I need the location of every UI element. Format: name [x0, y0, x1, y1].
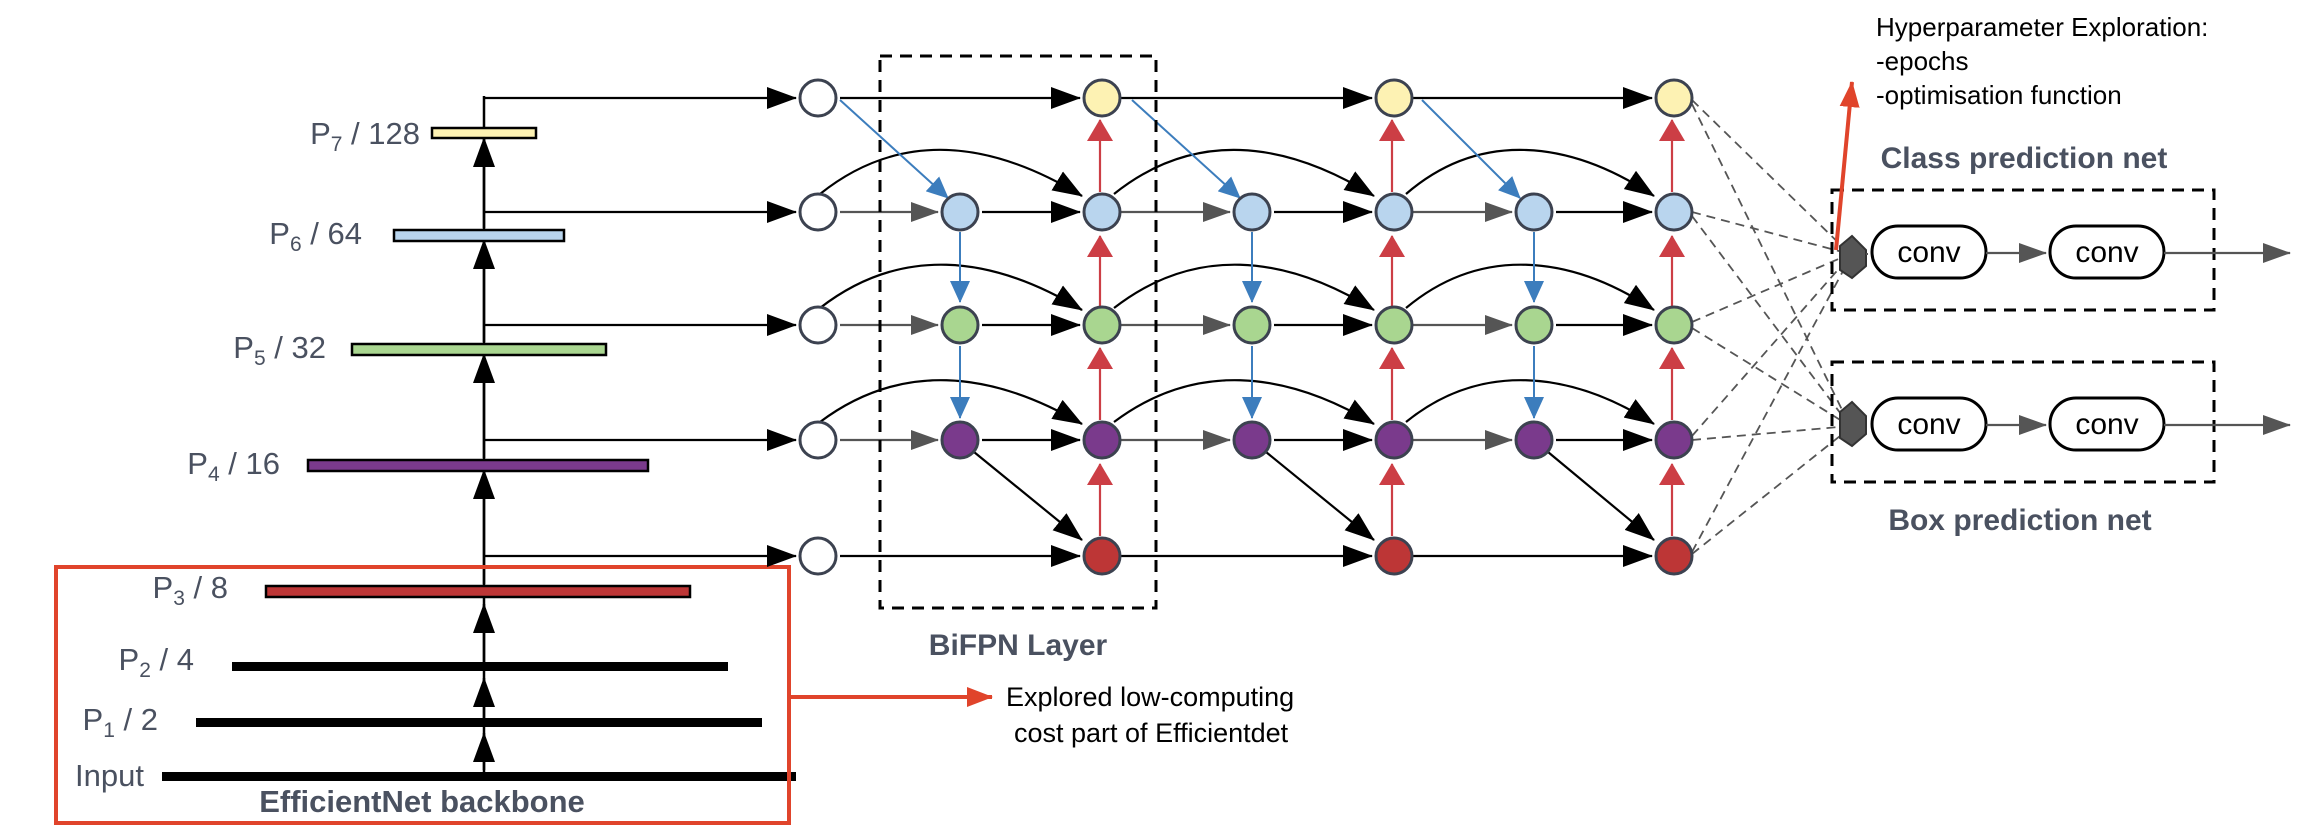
node-s2-out-p5 [1374, 305, 1414, 345]
node-s3-mid-p4 [1514, 420, 1554, 460]
arc-p6-s3 [1405, 148, 1655, 197]
black-connections [819, 87, 1655, 567]
dash-p6-class [1691, 211, 1851, 255]
label-p4: P4 / 16 [187, 446, 280, 486]
arc-p5-s3 [1405, 263, 1655, 311]
node-s2-mid-p6 [1232, 192, 1272, 232]
class-net-box [1830, 188, 2216, 312]
node-s2-out-p7 [1374, 78, 1414, 118]
node-s2-out-p4 [1374, 420, 1414, 460]
label-input: Input [75, 758, 144, 793]
node-s3-out-p3 [1654, 536, 1694, 576]
grey-connections [840, 202, 1513, 450]
box-conv-2-label: conv [2075, 408, 2138, 441]
blue-p7-p6-s1 [839, 99, 949, 199]
node-s1-mid-p4 [940, 420, 980, 460]
arc-p4-s3 [1405, 379, 1655, 425]
class-net-merge-icon [1839, 234, 1867, 280]
dash-p3-box [1691, 427, 1851, 555]
dash-p5-box [1691, 327, 1851, 427]
dash-p3-class [1691, 257, 1851, 553]
node-s1-out-p5 [1082, 305, 1122, 345]
dash-p5-class [1691, 253, 1851, 323]
nodes [798, 78, 1694, 576]
bar-p2 [232, 662, 728, 671]
node-in-p3 [798, 536, 838, 576]
edge-p4mid-p3out-s1 [973, 451, 1083, 541]
class-net-title: Class prediction net [1881, 142, 2168, 175]
node-s1-out-p6 [1082, 192, 1122, 232]
edge-p4mid-p3out-s2 [1265, 451, 1375, 541]
node-s1-out-p3 [1082, 536, 1122, 576]
dash-p7-class [1691, 99, 1851, 255]
node-in-p5 [798, 305, 838, 345]
red-connections [1087, 119, 1685, 536]
node-s1-out-p7 [1082, 78, 1122, 118]
bifpn-title: BiFPN Layer [929, 629, 1108, 662]
node-in-p7 [798, 78, 838, 118]
class-conv-1-label: conv [1897, 236, 1960, 269]
node-s2-mid-p5 [1232, 305, 1272, 345]
arc-p5-s2 [1113, 263, 1375, 311]
hyperparam-arrow [1834, 81, 1860, 251]
bar-p4 [306, 458, 650, 473]
node-s2-out-p3 [1374, 536, 1414, 576]
label-p5: P5 / 32 [233, 330, 326, 370]
node-s3-mid-p5 [1514, 305, 1554, 345]
node-in-p4 [798, 420, 838, 460]
node-s3-out-p4 [1654, 420, 1694, 460]
arc-p4-s1 [819, 379, 1083, 425]
bar-p3 [264, 584, 692, 599]
arc-p4-s2 [1113, 379, 1375, 425]
node-in-p6 [798, 192, 838, 232]
blue-p7-p6-s3 [1421, 99, 1521, 199]
node-s2-out-p6 [1374, 192, 1414, 232]
node-s1-mid-p6 [940, 192, 980, 232]
label-p1: P1 / 2 [83, 702, 158, 742]
arc-p6-s1 [819, 148, 1083, 197]
label-p3: P3 / 8 [153, 570, 228, 610]
node-s1-out-p4 [1082, 420, 1122, 460]
box-net-merge-icon [1839, 400, 1867, 448]
dash-p4-class [1691, 255, 1851, 437]
edge-p4mid-p3out-s3 [1547, 451, 1655, 541]
label-p2: P2 / 4 [119, 642, 194, 682]
box-net-title: Box prediction net [1888, 504, 2151, 537]
explored-note: Explored low-computing cost part of Effi… [1006, 682, 1302, 748]
blue-connections [839, 99, 1544, 419]
arc-p6-s2 [1113, 148, 1375, 197]
node-s3-out-p6 [1654, 192, 1694, 232]
prediction-heads: Class prediction net conv conv Box predi… [1830, 12, 2291, 537]
bar-p5 [350, 342, 608, 357]
arc-p5-s1 [819, 263, 1083, 311]
node-s3-out-p5 [1654, 305, 1694, 345]
bar-input [162, 772, 796, 781]
head-dashed-lines [1691, 99, 1851, 555]
blue-p7-p6-s2 [1131, 99, 1241, 199]
bifpn-network: BiFPN Layer [484, 54, 1851, 662]
bifpn-layer-box [878, 54, 1158, 610]
bar-p6 [392, 228, 566, 243]
hyperparam-note: Hyperparameter Exploration: -epochs -opt… [1876, 12, 2216, 110]
backbone-title: EfficientNet backbone [259, 784, 585, 819]
box-net-box [1830, 360, 2216, 484]
dash-p4-box [1691, 425, 1851, 441]
bar-p1 [196, 718, 762, 727]
class-conv-2-label: conv [2075, 236, 2138, 269]
label-p7: P7 / 128 [310, 116, 420, 156]
input-lines [484, 87, 797, 567]
label-p6: P6 / 64 [269, 216, 362, 256]
node-s3-out-p7 [1654, 78, 1694, 118]
backbone: P7 / 128 P6 / 64 P5 / 32 P4 / 16 P3 / 8 … [54, 96, 1302, 825]
node-s3-mid-p6 [1514, 192, 1554, 232]
bar-p7 [430, 126, 538, 140]
node-s1-mid-p5 [940, 305, 980, 345]
box-conv-1-label: conv [1897, 408, 1960, 441]
node-s2-mid-p4 [1232, 420, 1272, 460]
